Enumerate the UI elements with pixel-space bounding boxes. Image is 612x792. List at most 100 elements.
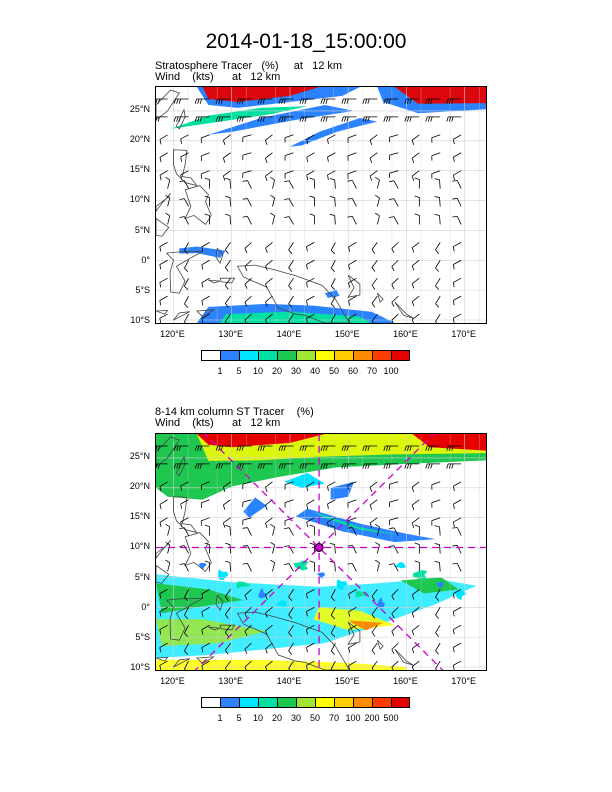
panel1-gridlines — [156, 87, 486, 323]
colorbar-swatch — [220, 697, 239, 708]
colorbar-label: 30 — [290, 366, 301, 376]
colorbar-swatch — [372, 350, 391, 361]
main-title: 2014-01-18_15:00:00 — [205, 30, 407, 53]
tracer-north-core — [196, 434, 325, 448]
lon-tick-label: 160°E — [393, 676, 418, 686]
tracer-east-patch — [400, 577, 459, 594]
colorbar-label: 5 — [236, 713, 242, 723]
colorbar-label: 10 — [252, 713, 263, 723]
colorbar-swatch — [334, 350, 353, 361]
tracer-ne-core — [412, 434, 486, 451]
tracer-cell — [454, 589, 467, 601]
lon-tick-label: 120°E — [160, 329, 185, 339]
tracer-cell — [218, 569, 229, 580]
tracer-patch-2 — [243, 497, 267, 518]
lon-tick-label: 170°E — [451, 329, 476, 339]
center-marker-icon[interactable] — [314, 543, 324, 552]
tracer-south-edge — [156, 659, 407, 670]
lon-tick-label: 120°E — [160, 676, 185, 686]
panel1-map-canvas — [156, 87, 486, 323]
cross-line-diagonal-2 — [194, 434, 435, 670]
colorbar-swatch — [258, 350, 277, 361]
colorbar-label: 20 — [271, 366, 282, 376]
panel2-subtitle-2: Wind (kts) at 12 km — [155, 417, 281, 429]
colorbar-label: 40 — [309, 366, 320, 376]
colorbar-swatch — [277, 697, 296, 708]
colorbar-label: 5 — [236, 366, 242, 376]
panel1-colorbar — [201, 350, 410, 361]
tracer-cell — [355, 590, 369, 598]
tracer-cell — [435, 581, 444, 589]
lon-tick-label: 160°E — [393, 329, 418, 339]
colorbar-label: 10 — [252, 366, 263, 376]
tracer-cell — [316, 572, 326, 579]
lat-tick-label: 5°S — [135, 631, 150, 642]
colorbar-swatch — [239, 350, 258, 361]
colorbar-swatch — [296, 697, 315, 708]
colorbar-swatch — [315, 697, 334, 708]
colorbar-swatch — [296, 350, 315, 361]
colorbar-swatch — [353, 697, 372, 708]
lon-tick-label: 170°E — [451, 676, 476, 686]
lat-tick-label: 20°N — [129, 134, 150, 145]
panel1-tracer-field — [170, 87, 486, 323]
tracer-orange-patch — [348, 620, 384, 631]
lon-tick-label: 150°E — [334, 676, 360, 686]
cross-section-lines — [156, 434, 486, 670]
colorbar-swatch — [353, 350, 372, 361]
lon-tick-label: 130°E — [218, 329, 244, 339]
colorbar-label: 70 — [328, 713, 339, 723]
lat-tick-label: 15°N — [129, 511, 150, 522]
colorbar-swatch — [391, 697, 410, 708]
panel2-subtitle-1: 8-14 km column ST Tracer (%) — [155, 406, 314, 418]
lat-tick-label: 25°N — [129, 451, 150, 462]
lat-tick-label: 0° — [141, 254, 150, 265]
lat-tick-label: 10°S — [130, 661, 150, 672]
panel1-coastlines — [156, 89, 414, 323]
colorbar-label: 100 — [383, 366, 399, 376]
lon-tick-label: 150°E — [334, 329, 360, 339]
colorbar-swatch — [391, 350, 410, 361]
panel2-colorbar — [201, 697, 410, 708]
lon-tick-label: 130°E — [218, 676, 244, 686]
lat-tick-label: 10°N — [129, 194, 150, 205]
tracer-cell — [393, 561, 406, 569]
tracer-core-ne — [394, 87, 486, 104]
lat-tick-label: 5°S — [135, 284, 150, 295]
panel2-map — [155, 433, 487, 671]
lat-tick-label: 20°N — [129, 481, 150, 492]
colorbar-swatch — [220, 350, 239, 361]
tracer-cell — [377, 597, 386, 609]
tracer-filament-east — [295, 508, 436, 543]
colorbar-label: 500 — [383, 713, 399, 723]
lat-tick-label: 0° — [141, 601, 150, 612]
colorbar-label: 30 — [290, 713, 301, 723]
tracer-equator-patch — [179, 246, 226, 258]
lat-tick-label: 5°N — [134, 224, 150, 235]
tracer-filament-1 — [170, 106, 308, 129]
colorbar-label: 60 — [347, 366, 358, 376]
tracer-cell — [274, 600, 287, 607]
colorbar-label: 1 — [217, 366, 223, 376]
tracer-cell — [198, 562, 207, 570]
panel1-wind-barbs — [156, 98, 462, 323]
colorbar-label: 70 — [366, 366, 377, 376]
panel1-subtitle-1: Stratosphere Tracer (%) at 12 km — [155, 60, 343, 72]
colorbar-swatch — [372, 697, 391, 708]
tracer-blob — [324, 290, 340, 298]
panel2-wind-barbs — [156, 445, 462, 670]
tracer-filament-2 — [208, 104, 354, 135]
colorbar-swatch — [258, 697, 277, 708]
colorbar-swatch — [277, 350, 296, 361]
colorbar-swatch — [239, 697, 258, 708]
colorbar-swatch — [201, 350, 220, 361]
tracer-cell — [336, 579, 348, 591]
tracer-cell — [293, 560, 309, 571]
colorbar-swatch — [201, 697, 220, 708]
colorbar-label: 200 — [364, 713, 380, 723]
lat-tick-label: 10°N — [129, 541, 150, 552]
lat-tick-label: 15°N — [129, 164, 150, 175]
tracer-patch-3 — [330, 481, 354, 500]
tracer-cell — [258, 587, 267, 599]
panel1-map — [155, 86, 487, 324]
